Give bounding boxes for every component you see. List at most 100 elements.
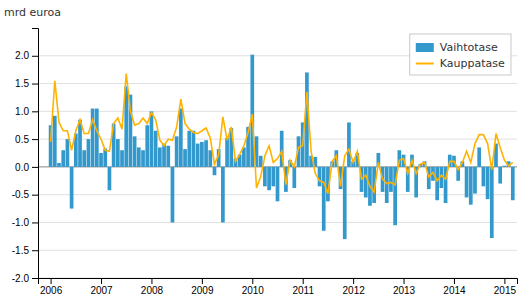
bar — [486, 167, 490, 199]
grid-line — [38, 83, 517, 84]
bar — [389, 167, 393, 192]
x-tick: 2006 — [40, 278, 63, 296]
bar — [259, 156, 263, 167]
x-tick-mark — [151, 278, 152, 284]
y-tick-mark — [32, 56, 38, 57]
bar — [213, 167, 217, 175]
bar — [108, 167, 112, 190]
y-tick-label: 1.0 — [15, 106, 29, 117]
x-axis-line — [39, 279, 518, 285]
y-tick: -0.5 — [12, 189, 38, 200]
x-tick: 2007 — [90, 278, 113, 296]
y-axis: -2.0 -1.5 -1.0 -0.5 0.0 0.5 1.0 1.5 2.0 — [12, 29, 39, 284]
y-tick: 2.0 — [15, 50, 38, 61]
x-tick-label: 2013 — [393, 285, 416, 296]
bar — [469, 167, 473, 205]
bar — [267, 167, 271, 190]
x-tick-label: 2010 — [242, 285, 265, 296]
bar — [221, 167, 225, 223]
x-tick-mark — [303, 278, 304, 284]
legend-label: Vaihtotase — [440, 41, 498, 54]
marks — [49, 55, 515, 239]
bar — [57, 163, 61, 167]
legend-swatch — [416, 63, 434, 65]
y-tick-mark — [32, 222, 38, 223]
legend-box — [410, 34, 511, 75]
bar — [78, 120, 82, 167]
y-tick: 0.5 — [15, 134, 38, 145]
x-tick: 2011 — [292, 278, 314, 296]
y-tick: -1.0 — [12, 217, 38, 228]
y-tick-label: -1.5 — [12, 245, 30, 256]
bar — [364, 167, 368, 198]
grid-line — [38, 250, 517, 251]
bar — [179, 109, 183, 167]
legend-item: Vaihtotase — [416, 41, 498, 54]
y-tick-mark — [32, 111, 38, 112]
y-tick-mark — [32, 167, 38, 168]
y-tick-label: -0.5 — [12, 189, 30, 200]
line — [51, 74, 513, 194]
x-tick-label: 2008 — [141, 285, 164, 296]
y-tick-mark — [32, 139, 38, 140]
bar-series — [49, 55, 515, 239]
x-tick-mark — [404, 278, 405, 284]
bar — [276, 167, 280, 201]
bar — [435, 167, 439, 200]
bar — [473, 167, 477, 194]
legend: Vaihtotase Kauppatase — [410, 34, 511, 75]
bar — [292, 167, 296, 188]
bar — [187, 131, 191, 167]
x-tick-label: 2012 — [343, 285, 366, 296]
bar — [66, 139, 70, 167]
bar — [192, 131, 196, 167]
bar — [171, 167, 175, 223]
x-tick-mark — [454, 278, 455, 284]
bar — [150, 111, 154, 167]
bar — [95, 109, 99, 167]
legend-swatch — [416, 43, 434, 52]
bar — [158, 147, 162, 166]
grid-line — [38, 139, 517, 140]
x-tick-label: 2015 — [494, 285, 517, 296]
y-tick-label: 0.0 — [15, 162, 29, 173]
y-tick-mark — [32, 84, 38, 85]
y-tick-mark — [32, 250, 38, 251]
bar — [498, 167, 502, 184]
bar — [145, 125, 149, 167]
y-tick: -2.0 — [12, 273, 38, 284]
plot: 2006200720082009201020112012201320142015… — [12, 29, 518, 297]
bar — [347, 122, 351, 166]
x-tick-mark — [353, 278, 354, 284]
x-tick: 2013 — [393, 278, 416, 296]
bar — [70, 167, 74, 209]
legend-label: Kauppatase — [440, 57, 505, 70]
bar — [263, 167, 267, 186]
y-tick: 1.0 — [15, 106, 38, 117]
y-tick-label: -2.0 — [12, 273, 30, 284]
bar — [225, 138, 229, 167]
x-tick-mark — [101, 278, 102, 284]
bar — [133, 136, 137, 167]
grid — [38, 56, 517, 278]
bar — [318, 167, 322, 186]
bar — [490, 167, 494, 238]
bar — [322, 167, 326, 231]
bar — [137, 147, 141, 166]
x-tick: 2012 — [343, 278, 366, 296]
bar — [503, 166, 507, 167]
bar — [271, 167, 275, 186]
bar — [120, 150, 124, 167]
x-tick-label: 2006 — [40, 285, 63, 296]
grid-line — [38, 111, 517, 112]
y-tick: 0.0 — [15, 162, 38, 173]
bar — [511, 167, 515, 200]
x-axis: 2006200720082009201020112012201320142015 — [39, 278, 518, 296]
bar — [91, 109, 95, 167]
bar — [385, 167, 389, 203]
y-axis-line — [32, 29, 39, 279]
bar — [166, 146, 170, 167]
bar — [204, 140, 208, 167]
x-tick-mark — [252, 278, 253, 284]
y-tick-label: 1.5 — [15, 78, 29, 89]
